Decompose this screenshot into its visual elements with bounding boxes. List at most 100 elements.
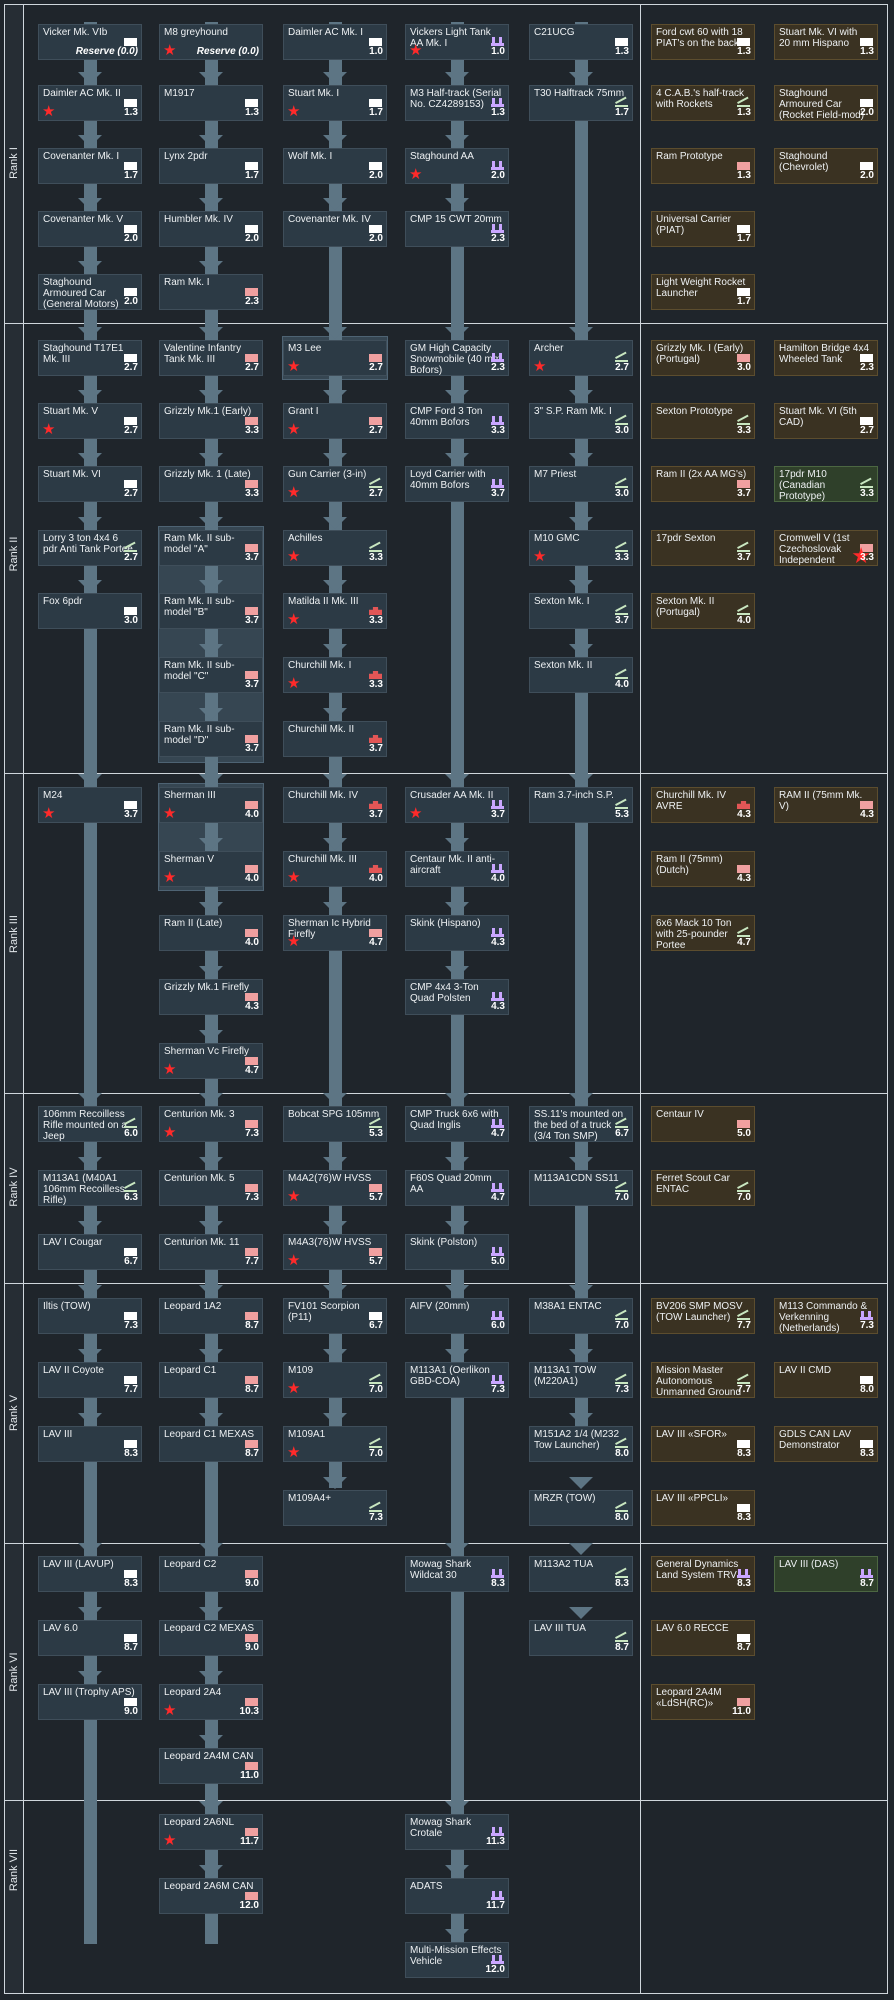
vehicle-card[interactable]: LAV III «SFOR» 8.3 <box>651 1426 755 1462</box>
vehicle-card[interactable]: Sherman Ic Hybrid Firefly ★ 4.7 <box>283 915 387 951</box>
vehicle-card[interactable]: F60S Quad 20mm AA 4.7 <box>405 1170 509 1206</box>
vehicle-card[interactable]: Vickers Light Tank AA Mk. I ★ 1.0 <box>405 24 509 60</box>
vehicle-card[interactable]: Skink (Polston) 5.0 <box>405 1234 509 1270</box>
vehicle-card[interactable]: Staghound Armoured Car (Rocket Field-mod… <box>774 85 878 121</box>
vehicle-card[interactable]: Loyd Carrier with 40mm Bofors 3.7 <box>405 466 509 502</box>
vehicle-card[interactable]: LAV II CMD 8.0 <box>774 1362 878 1398</box>
vehicle-card[interactable]: Humbler Mk. IV 2.0 <box>159 211 263 247</box>
vehicle-card[interactable]: Stuart Mk. VI with 20 mm Hispano 1.3 <box>774 24 878 60</box>
vehicle-card[interactable]: Ram Mk. I 2.3 <box>159 274 263 310</box>
vehicle-card[interactable]: Grizzly Mk.1 Firefly 4.3 <box>159 979 263 1015</box>
vehicle-card[interactable]: Wolf Mk. I 2.0 <box>283 148 387 184</box>
vehicle-card[interactable]: Leopard C2 MEXAS 9.0 <box>159 1620 263 1656</box>
vehicle-card[interactable]: Ferret Scout Car ENTAC 7.0 <box>651 1170 755 1206</box>
vehicle-card[interactable]: Sherman V ★ 4.0 <box>159 851 263 887</box>
vehicle-card[interactable]: Covenanter Mk. V 2.0 <box>38 211 142 247</box>
vehicle-card[interactable]: M113 Commando & Verkenning (Netherlands)… <box>774 1298 878 1334</box>
vehicle-card[interactable]: 106mm Recoilless Rifle mounted on a Jeep… <box>38 1106 142 1142</box>
vehicle-card[interactable]: M38A1 ENTAC 7.0 <box>529 1298 633 1334</box>
vehicle-card[interactable]: Ford cwt 60 with 18 PIAT's on the back 1.… <box>651 24 755 60</box>
vehicle-card[interactable]: M109 ★ 7.0 <box>283 1362 387 1398</box>
vehicle-card[interactable]: Centurion Mk. 5 7.3 <box>159 1170 263 1206</box>
vehicle-card[interactable]: LAV III (LAVUP) 8.3 <box>38 1556 142 1592</box>
vehicle-card[interactable]: Stuart Mk. V ★ 2.7 <box>38 403 142 439</box>
vehicle-card[interactable]: 4 C.A.B.'s half-track with Rockets 1.3 <box>651 85 755 121</box>
vehicle-card[interactable]: MRZR (TOW) 8.0 <box>529 1490 633 1526</box>
vehicle-card[interactable]: M109A4+ 7.3 <box>283 1490 387 1526</box>
vehicle-card[interactable]: Covenanter Mk. IV 2.0 <box>283 211 387 247</box>
vehicle-card[interactable]: M7 Priest 3.0 <box>529 466 633 502</box>
vehicle-card[interactable]: LAV III TUA 8.7 <box>529 1620 633 1656</box>
vehicle-card[interactable]: LAV 6.0 8.7 <box>38 1620 142 1656</box>
vehicle-card[interactable]: Gun Carrier (3-in) ★ 2.7 <box>283 466 387 502</box>
vehicle-card[interactable]: Hamilton Bridge 4x4 Wheeled Tank 2.3 <box>774 340 878 376</box>
vehicle-card[interactable]: Churchill Mk. III ★ 4.0 <box>283 851 387 887</box>
vehicle-card[interactable]: Lynx 2pdr 1.7 <box>159 148 263 184</box>
vehicle-card[interactable]: M151A2 1/4 (M232 Tow Launcher) 8.0 <box>529 1426 633 1462</box>
vehicle-card[interactable]: Staghound T17E1 Mk. III 2.7 <box>38 340 142 376</box>
vehicle-card[interactable]: Fox 6pdr 3.0 <box>38 593 142 629</box>
vehicle-card[interactable]: GM High Capacity Snowmobile (40 mm Bofor… <box>405 340 509 376</box>
vehicle-card[interactable]: Valentine Infantry Tank Mk. III 2.7 <box>159 340 263 376</box>
vehicle-card[interactable]: Ram II (Late) 4.0 <box>159 915 263 951</box>
vehicle-card[interactable]: Skink (Hispano) 4.3 <box>405 915 509 951</box>
vehicle-card[interactable]: Sexton Mk. II (Portugal) 4.0 <box>651 593 755 629</box>
vehicle-card[interactable]: GDLS CAN LAV Demonstrator 8.3 <box>774 1426 878 1462</box>
vehicle-card[interactable]: Sherman III ★ 4.0 <box>159 787 263 823</box>
vehicle-card[interactable]: Covenanter Mk. I 1.7 <box>38 148 142 184</box>
vehicle-card[interactable]: CMP 4x4 3-Ton Quad Polsten 4.3 <box>405 979 509 1015</box>
vehicle-card[interactable]: Cromwell V (1st Czechoslovak Independent… <box>774 530 878 566</box>
vehicle-card[interactable]: Staghound Armoured Car (General Motors) 2… <box>38 274 142 310</box>
vehicle-card[interactable]: Staghound AA ★ 2.0 <box>405 148 509 184</box>
vehicle-card[interactable]: 17pdr Sexton 3.7 <box>651 530 755 566</box>
vehicle-card[interactable]: Grizzly Mk. I (Early) (Portugal) 3.0 <box>651 340 755 376</box>
vehicle-card[interactable]: M8 greyhound ★ Reserve (0.0) <box>159 24 263 60</box>
vehicle-card[interactable]: Bobcat SPG 105mm 5.3 <box>283 1106 387 1142</box>
vehicle-card[interactable]: Ram Mk. II sub-model "D" 3.7 <box>159 721 263 757</box>
vehicle-card[interactable]: 17pdr M10 (Canadian Prototype) 3.3 <box>774 466 878 502</box>
vehicle-card[interactable]: Multi-Mission Effects Vehicle 12.0 <box>405 1942 509 1978</box>
vehicle-card[interactable]: RAM II (75mm Mk. V) 4.3 <box>774 787 878 823</box>
vehicle-card[interactable]: CMP 15 CWT 20mm 2.3 <box>405 211 509 247</box>
vehicle-card[interactable]: Churchill Mk. IV AVRE 4.3 <box>651 787 755 823</box>
vehicle-card[interactable]: Grizzly Mk.1 (Early) 3.3 <box>159 403 263 439</box>
vehicle-card[interactable]: Daimler AC Mk. I 1.0 <box>283 24 387 60</box>
vehicle-card[interactable]: Ram Mk. II sub-model "B" 3.7 <box>159 593 263 629</box>
vehicle-card[interactable]: Leopard 1A2 8.7 <box>159 1298 263 1334</box>
vehicle-card[interactable]: ADATS 11.7 <box>405 1878 509 1914</box>
vehicle-card[interactable]: Centaur Mk. II anti-aircraft 4.0 <box>405 851 509 887</box>
vehicle-card[interactable]: Leopard 2A6M CAN 12.0 <box>159 1878 263 1914</box>
vehicle-card[interactable]: Ram Prototype 1.3 <box>651 148 755 184</box>
vehicle-card[interactable]: Achilles ★ 3.3 <box>283 530 387 566</box>
vehicle-card[interactable]: Churchill Mk. IV 3.7 <box>283 787 387 823</box>
vehicle-card[interactable]: Matilda II Mk. III ★ 3.3 <box>283 593 387 629</box>
vehicle-card[interactable]: Grant I ★ 2.7 <box>283 403 387 439</box>
vehicle-card[interactable]: Centaur IV 5.0 <box>651 1106 755 1142</box>
vehicle-card[interactable]: LAV 6.0 RECCE 8.7 <box>651 1620 755 1656</box>
vehicle-card[interactable]: Crusader AA Mk. II ★ 3.7 <box>405 787 509 823</box>
vehicle-card[interactable]: Grizzly Mk. 1 (Late) 3.3 <box>159 466 263 502</box>
vehicle-card[interactable]: FV101 Scorpion (P11) 6.7 <box>283 1298 387 1334</box>
vehicle-card[interactable]: M1917 1.3 <box>159 85 263 121</box>
vehicle-card[interactable]: Stuart Mk. I ★ 1.7 <box>283 85 387 121</box>
vehicle-card[interactable]: Sexton Prototype 3.3 <box>651 403 755 439</box>
vehicle-card[interactable]: LAV I Cougar 6.7 <box>38 1234 142 1270</box>
vehicle-card[interactable]: LAV III 8.3 <box>38 1426 142 1462</box>
vehicle-card[interactable]: Lorry 3 ton 4x4 6 pdr Anti Tank Portee 2.… <box>38 530 142 566</box>
vehicle-card[interactable]: M10 GMC ★ 3.3 <box>529 530 633 566</box>
vehicle-card[interactable]: CMP Ford 3 Ton 40mm Bofors 3.3 <box>405 403 509 439</box>
vehicle-card[interactable]: M24 ★ 3.7 <box>38 787 142 823</box>
vehicle-card[interactable]: M109A1 ★ 7.0 <box>283 1426 387 1462</box>
vehicle-card[interactable]: LAV II Coyote 7.7 <box>38 1362 142 1398</box>
vehicle-card[interactable]: Leopard C2 9.0 <box>159 1556 263 1592</box>
vehicle-card[interactable]: Mission Master Autonomous Unmanned Groun… <box>651 1362 755 1398</box>
vehicle-card[interactable]: Sexton Mk. I 3.7 <box>529 593 633 629</box>
vehicle-card[interactable]: Stuart Mk. VI (5th CAD) 2.7 <box>774 403 878 439</box>
vehicle-card[interactable]: Sherman Vc Firefly ★ 4.7 <box>159 1043 263 1079</box>
vehicle-card[interactable]: M113A1 (M40A1 106mm Recoilless Rifle) 6.3 <box>38 1170 142 1206</box>
vehicle-card[interactable]: Ram II (75mm) (Dutch) 4.3 <box>651 851 755 887</box>
vehicle-card[interactable]: Sexton Mk. II 4.0 <box>529 657 633 693</box>
vehicle-card[interactable]: Leopard 2A6NL ★ 11.7 <box>159 1814 263 1850</box>
vehicle-card[interactable]: Daimler AC Mk. II ★ 1.3 <box>38 85 142 121</box>
vehicle-card[interactable]: C21UCG 1.3 <box>529 24 633 60</box>
